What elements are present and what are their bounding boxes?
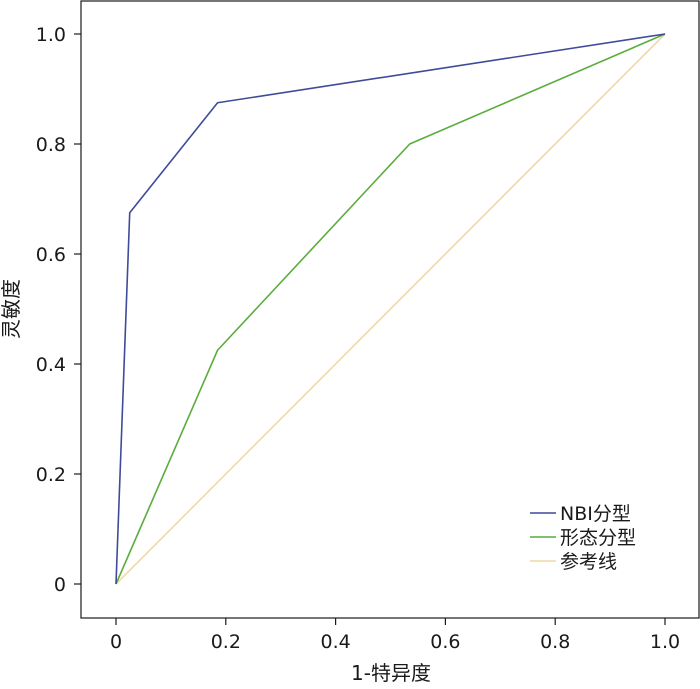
y-tick-label: 0: [54, 574, 66, 596]
x-axis-ticks: 0 0.2 0.4 0.6 0.8 1.0: [110, 618, 680, 653]
y-tick-label: 0.6: [36, 244, 66, 266]
legend-label: NBI分型: [560, 503, 631, 525]
series-lines: [115, 33, 666, 585]
legend-label: 参考线: [560, 551, 617, 573]
x-tick-label: 0.8: [540, 631, 570, 653]
y-tick-label: 1.0: [36, 24, 66, 46]
legend-label: 形态分型: [560, 527, 636, 549]
series-line-1: [115, 33, 666, 585]
x-tick-label: 0.4: [320, 631, 350, 653]
x-axis-title: 1-特异度: [351, 661, 431, 685]
y-tick-label: 0.4: [36, 354, 66, 376]
x-tick-label: 0.6: [430, 631, 460, 653]
y-axis-title: 灵敏度: [0, 279, 23, 339]
y-tick-label: 0.2: [36, 464, 66, 486]
series-line-2: [115, 33, 666, 585]
plot-frame: [80, 0, 700, 619]
y-tick-label: 0.8: [36, 134, 66, 156]
y-axis-ticks: 0 0.2 0.4 0.6 0.8 1.0: [36, 24, 81, 596]
x-tick-label: 0: [110, 631, 122, 653]
x-tick-label: 0.2: [211, 631, 241, 653]
x-tick-label: 1.0: [650, 631, 680, 653]
series-line-3: [115, 33, 666, 585]
